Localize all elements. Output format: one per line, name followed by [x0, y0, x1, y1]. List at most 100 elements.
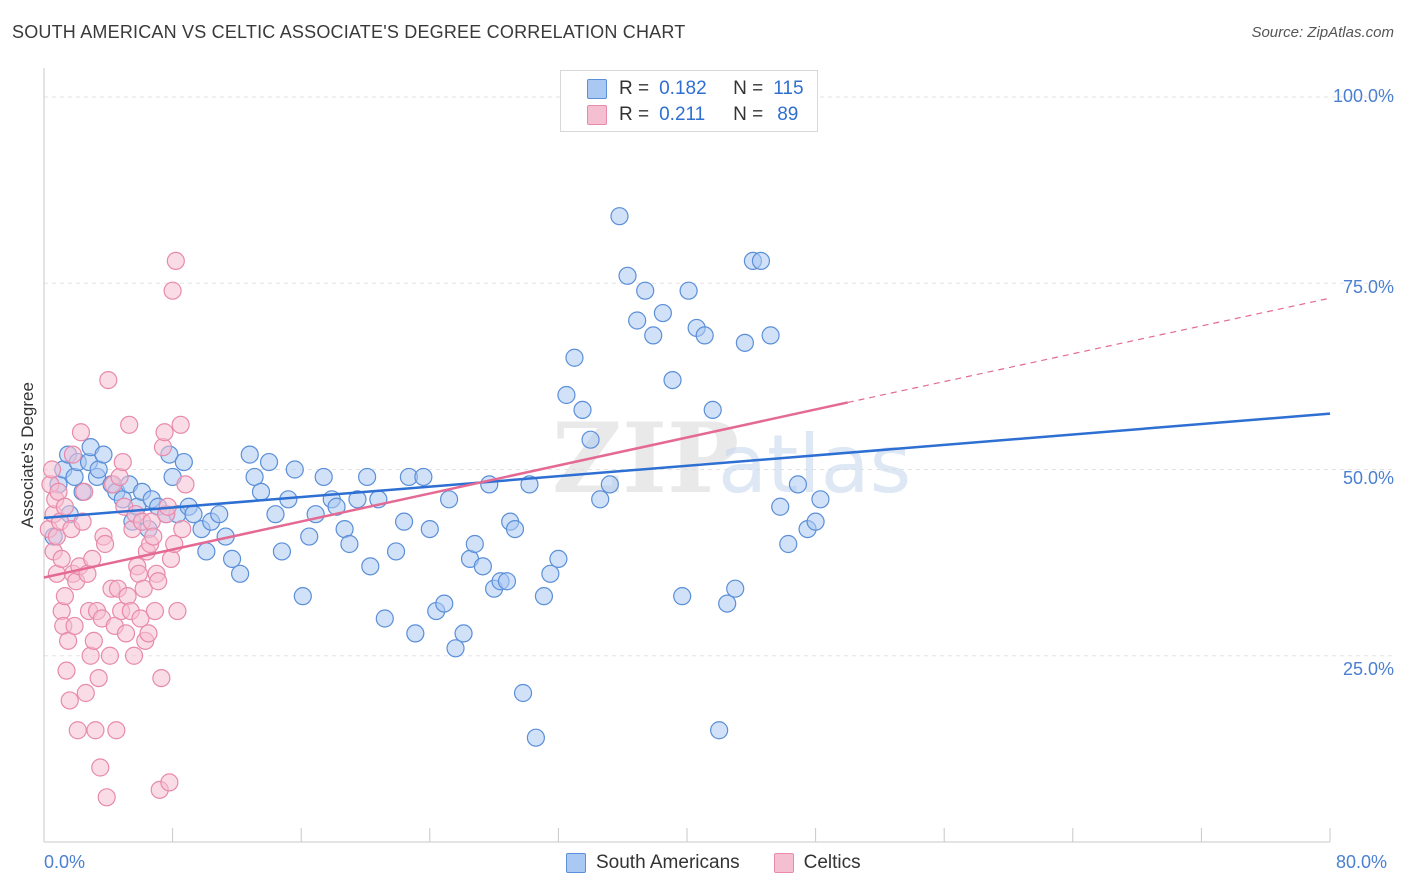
south-americans-trend-line: [43, 412, 1331, 520]
south-american-point: [811, 490, 830, 509]
celtic-point: [89, 668, 108, 688]
south-american-point: [541, 564, 560, 583]
celtic-point: [161, 549, 181, 569]
south-american-point: [751, 251, 771, 270]
legend-swatch-blue: [587, 79, 607, 99]
series-legend: South Americans Celtics: [566, 852, 895, 874]
south-american-point: [806, 512, 825, 531]
south-american-point: [735, 333, 754, 352]
legend-r-value: 0.211: [659, 104, 706, 125]
south-american-point: [272, 542, 292, 561]
south-american-point: [610, 207, 629, 226]
celtic-point: [91, 758, 110, 777]
celtic-point: [176, 475, 195, 494]
celtic-point: [76, 683, 95, 703]
south-american-point: [414, 467, 433, 487]
south-american-point: [340, 534, 359, 554]
south-american-point: [618, 266, 637, 285]
legend-r-label: R =: [619, 78, 650, 99]
south-american-point: [435, 594, 454, 613]
south-american-point: [573, 400, 592, 419]
watermark-zip: ZIP: [552, 402, 739, 515]
celtics-trend-line-extension: [847, 297, 1331, 404]
celtic-point: [120, 415, 139, 434]
south-american-point: [591, 490, 610, 509]
south-american-point: [663, 371, 682, 390]
chart-title: SOUTH AMERICAN VS CELTIC ASSOCIATE'S DEG…: [12, 22, 686, 42]
celtic-point: [144, 527, 163, 546]
legend-r-value: 0.182: [659, 78, 707, 99]
celtic-point: [163, 281, 182, 300]
legend-n-value: 89: [777, 104, 799, 125]
celtic-point: [113, 452, 132, 472]
legend-r-label: R =: [619, 104, 650, 125]
series-swatch-pink: [773, 853, 794, 873]
celtic-point: [139, 624, 158, 643]
south-american-point: [534, 587, 554, 606]
south-american-point: [695, 326, 714, 345]
celtic-point: [71, 423, 91, 442]
legend-n-label: N =: [733, 78, 764, 99]
y-tick-75: 75.0%: [1342, 277, 1394, 297]
y-tick-50: 50.0%: [1342, 468, 1394, 488]
celtic-point: [145, 601, 165, 621]
celtic-point: [68, 721, 87, 740]
celtic-point: [173, 519, 192, 539]
south-american-point: [454, 624, 473, 643]
south-american-point: [285, 460, 304, 479]
legend-swatch-pink: [587, 105, 607, 125]
celtic-point: [107, 721, 126, 740]
series-legend-south-americans[interactable]: South Americans: [566, 852, 740, 874]
south-american-point: [644, 326, 663, 345]
south-american-point: [222, 549, 242, 569]
south-american-point: [197, 542, 216, 561]
celtic-point: [55, 497, 74, 516]
celtic-point: [171, 415, 190, 434]
south-american-point: [565, 348, 584, 367]
celtic-point: [160, 773, 179, 792]
south-american-point: [600, 475, 619, 494]
south-american-point: [266, 505, 285, 524]
celtic-point: [81, 646, 100, 665]
south-american-point: [761, 326, 780, 345]
celtic-point: [65, 616, 84, 636]
x-tick-max: 80.0%: [1336, 852, 1388, 872]
celtic-point: [97, 788, 116, 807]
celtic-point: [116, 624, 136, 643]
celtic-point: [131, 609, 150, 628]
celtic-point: [166, 251, 185, 270]
celtic-point: [57, 661, 76, 680]
south-american-point: [375, 609, 394, 628]
south-american-point: [513, 683, 533, 703]
south-american-point: [473, 557, 492, 576]
celtic-point: [99, 371, 118, 390]
south-american-point: [636, 281, 655, 300]
south-american-point: [259, 452, 279, 472]
legend-n-value: 115: [773, 78, 804, 99]
celtic-point: [152, 668, 171, 688]
series-label: South Americans: [596, 852, 740, 873]
legend-n-label: N =: [733, 104, 764, 125]
south-american-point: [679, 281, 698, 300]
celtic-point: [110, 467, 129, 487]
south-american-point: [703, 400, 722, 419]
south-american-point: [526, 728, 545, 747]
south-american-point: [361, 557, 380, 576]
series-legend-celtics[interactable]: Celtics: [773, 852, 861, 874]
south-american-point: [673, 587, 692, 606]
celtic-point: [63, 445, 83, 464]
celtic-point: [73, 512, 92, 531]
south-american-point: [788, 475, 808, 494]
south-american-point: [439, 490, 459, 509]
celtic-point: [168, 601, 187, 621]
south-american-point: [65, 467, 84, 487]
series-swatch-blue: [566, 853, 586, 873]
celtic-point: [118, 587, 137, 606]
celtic-point: [100, 646, 120, 665]
south-american-point: [465, 534, 484, 554]
south-american-point: [446, 639, 465, 658]
south-american-point: [327, 497, 346, 516]
celtic-point: [75, 482, 94, 501]
south-american-point: [710, 721, 729, 740]
